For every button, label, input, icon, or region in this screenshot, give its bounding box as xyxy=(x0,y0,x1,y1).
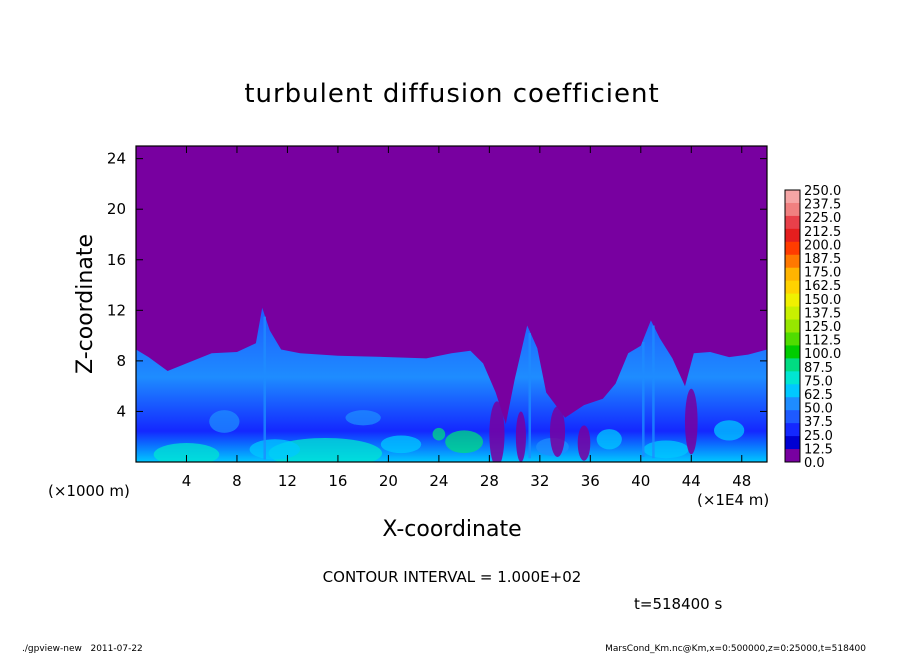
colorbar-swatch xyxy=(785,241,800,256)
colorbar-swatch xyxy=(785,215,800,230)
y-axis-unit: (×1000 m) xyxy=(48,482,130,500)
time-text: t=518400 s xyxy=(634,595,722,613)
colorbar-label: 62.5 xyxy=(804,388,833,403)
colorbar-label: 237.5 xyxy=(804,198,841,213)
colorbar-swatch xyxy=(785,280,800,295)
colorbar-swatch xyxy=(785,332,800,346)
field-gap xyxy=(684,388,698,455)
colorbar-swatch xyxy=(785,319,800,333)
colorbar-label: 112.5 xyxy=(804,334,841,349)
footer-left: ./gpview-new 2011-07-22 xyxy=(22,644,143,654)
colorbar-swatch xyxy=(785,306,800,321)
colorbar-swatch xyxy=(785,267,800,282)
colorbar-swatch xyxy=(785,410,800,424)
y-axis: 4 8 12 16 20 24 xyxy=(107,150,767,420)
y-tick-label: 4 xyxy=(116,402,126,420)
colorbar-label: 137.5 xyxy=(804,306,841,321)
field-gap xyxy=(577,425,591,461)
field-patch xyxy=(643,440,689,459)
turbulent-layer xyxy=(136,307,767,462)
colorbar-label: 50.0 xyxy=(804,402,833,417)
colorbar-swatch xyxy=(785,371,800,385)
field-patch xyxy=(596,429,622,450)
colorbar-label: 100.0 xyxy=(804,347,841,362)
y-tick-label: 20 xyxy=(107,200,126,218)
x-axis-label: X-coordinate xyxy=(382,517,521,542)
x-tick-label: 12 xyxy=(278,472,297,490)
colorbar-label: 37.5 xyxy=(804,415,833,430)
contour-interval-text: CONTOUR INTERVAL = 1.000E+02 xyxy=(323,568,582,586)
x-tick-label: 40 xyxy=(631,472,650,490)
colorbar-label: 75.0 xyxy=(804,374,833,389)
field-patch xyxy=(268,437,383,462)
colorbar-label: 12.5 xyxy=(804,442,833,457)
field-patch xyxy=(209,410,240,433)
colorbar-swatch xyxy=(785,202,800,217)
colorbar-swatch xyxy=(785,254,800,269)
heatmap-field xyxy=(136,307,767,462)
field-gap xyxy=(489,401,505,462)
y-tick-label: 16 xyxy=(107,251,126,269)
x-tick-label: 32 xyxy=(530,472,549,490)
colorbar-label: 0.0 xyxy=(804,456,825,471)
field-patch xyxy=(445,430,484,454)
field-patch xyxy=(345,410,381,426)
x-tick-label: 28 xyxy=(480,472,499,490)
y-axis-label: Z-coordinate xyxy=(73,234,98,374)
y-tick-label: 8 xyxy=(116,352,126,370)
x-tick-label: 36 xyxy=(581,472,600,490)
footer-right: MarsCond_Km.nc@Km,x=0:500000,z=0:25000,t… xyxy=(605,644,866,654)
field-patch xyxy=(380,435,422,454)
colorbar-swatch xyxy=(785,345,800,359)
colorbar-label: 25.0 xyxy=(804,429,833,444)
colorbar-swatch xyxy=(785,397,800,411)
x-axis-unit: (×1E4 m) xyxy=(697,491,769,509)
field-gap xyxy=(549,406,566,457)
chart-title: turbulent diffusion coefficient xyxy=(244,79,659,109)
x-tick-label: 44 xyxy=(682,472,701,490)
colorbar: 250.0237.5225.0212.5200.0187.5175.0162.5… xyxy=(784,184,841,471)
plot-frame xyxy=(135,145,768,463)
colorbar-frame xyxy=(784,189,801,463)
colorbar-label: 212.5 xyxy=(804,225,841,240)
x-tick-label: 8 xyxy=(232,472,242,490)
x-tick-label: 16 xyxy=(328,472,347,490)
plot-area xyxy=(135,145,768,463)
y-tick-label: 12 xyxy=(107,301,126,319)
colorbar-swatch xyxy=(785,358,800,372)
x-axis: 4 8 12 16 20 24 28 32 36 40 44 48 xyxy=(182,146,751,490)
x-tick-label: 4 xyxy=(182,472,192,490)
colorbar-label: 125.0 xyxy=(804,320,841,335)
colorbar-label: 200.0 xyxy=(804,238,841,253)
x-tick-label: 24 xyxy=(429,472,448,490)
colorbar-label: 225.0 xyxy=(804,211,841,226)
colorbar-label: 250.0 xyxy=(804,184,841,199)
colorbar-swatch xyxy=(785,190,800,204)
colorbar-label: 187.5 xyxy=(804,252,841,267)
colorbar-swatch xyxy=(785,436,800,450)
field-patch xyxy=(713,420,745,441)
x-tick-label: 20 xyxy=(379,472,398,490)
colorbar-swatch xyxy=(785,228,800,243)
y-tick-label: 24 xyxy=(107,150,126,168)
colorbar-swatch xyxy=(785,449,800,463)
x-tick-label: 48 xyxy=(732,472,751,490)
colorbar-swatch xyxy=(785,384,800,398)
field-patch xyxy=(249,439,301,460)
colorbar-label: 150.0 xyxy=(804,293,841,308)
colorbar-label: 175.0 xyxy=(804,266,841,281)
field-patch xyxy=(432,427,446,441)
field-gap xyxy=(515,411,526,462)
colorbar-label: 87.5 xyxy=(804,361,833,376)
colorbar-label: 162.5 xyxy=(804,279,841,294)
colorbar-swatch xyxy=(785,293,800,308)
field-patch xyxy=(153,443,220,462)
colorbar-swatch xyxy=(785,423,800,437)
